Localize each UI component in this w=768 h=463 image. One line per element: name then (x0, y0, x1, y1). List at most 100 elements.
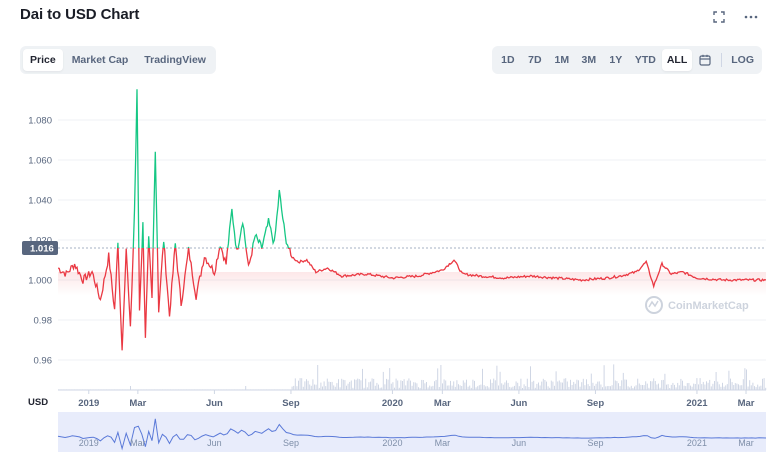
volume-bar (91, 389, 93, 390)
volume-bar (450, 380, 451, 390)
volume-bar (213, 389, 215, 390)
volume-bar (642, 385, 643, 390)
volume-bar (445, 380, 447, 390)
volume-bar (181, 389, 183, 390)
volume-bar (499, 371, 501, 390)
volume-bar (638, 383, 640, 390)
volume-bar (522, 388, 523, 390)
volume-bar (752, 382, 754, 390)
volume-bar (624, 379, 626, 390)
volume-bar (310, 385, 312, 390)
volume-bar (302, 386, 304, 390)
volume-bar (618, 383, 619, 390)
volume-bar (502, 384, 504, 390)
volume-bar (720, 386, 722, 390)
volume-bar (288, 389, 290, 390)
range-1m-button[interactable]: 1M (554, 54, 570, 66)
volume-bar (115, 389, 117, 390)
volume-bar (467, 386, 469, 390)
range-all-button[interactable]: ALL (661, 49, 693, 71)
log-scale-button[interactable]: LOG (731, 54, 754, 66)
volume-bar (723, 386, 725, 390)
volume-bar (238, 389, 240, 390)
volume-bar (245, 386, 247, 390)
tab-tradingview[interactable]: TradingView (144, 54, 206, 66)
volume-bar (760, 385, 762, 390)
volume-bar (349, 381, 351, 390)
volume-bar (546, 381, 547, 390)
volume-bar (294, 378, 296, 390)
volume-bar (346, 385, 347, 390)
tab-price[interactable]: Price (23, 49, 63, 71)
volume-bar (283, 389, 285, 390)
y-tick-label: 1.000 (28, 276, 52, 287)
range-navigator[interactable]: 2019 Mar Jun Sep 2020 Mar Jun Sep 2021 Mar (57, 412, 767, 452)
volume-bar (637, 378, 639, 390)
volume-bar (104, 389, 106, 390)
volume-bar (408, 378, 410, 390)
volume-bar (667, 384, 669, 390)
volume-bar (150, 389, 152, 390)
volume-bar (202, 389, 203, 390)
tab-market-cap[interactable]: Market Cap (71, 54, 129, 66)
volume-bar (339, 387, 341, 390)
volume-bar (59, 389, 61, 390)
volume-bar (714, 381, 715, 390)
volume-bar (261, 389, 263, 390)
volume-bar (544, 380, 546, 390)
volume-bar (389, 368, 391, 390)
volume-bar (528, 387, 530, 390)
volume-bar (459, 385, 461, 390)
volume-bar (635, 385, 637, 390)
volume-bar (290, 389, 291, 390)
volume-bar (448, 385, 450, 390)
volume-bar (662, 379, 664, 390)
volume-bar (603, 365, 605, 390)
current-price-tag: 1.016 (22, 241, 58, 255)
volume-bar (664, 373, 666, 390)
y-unit-label: USD (28, 397, 48, 408)
volume-bar (549, 387, 551, 390)
volume-bar (458, 384, 459, 390)
volume-bar (712, 383, 714, 390)
navigator-tick-label: Mar (130, 438, 146, 448)
volume-bar (437, 368, 439, 390)
current-price-value: 1.016 (30, 244, 54, 255)
volume-bar (336, 383, 338, 390)
calendar-icon[interactable] (693, 49, 717, 71)
volume-bar (683, 385, 685, 390)
volume-bar (749, 380, 751, 390)
volume-bar (578, 380, 579, 390)
volume-bar (435, 379, 437, 390)
volume-bar (378, 384, 379, 390)
fullscreen-icon[interactable] (712, 10, 726, 24)
navigator-window[interactable] (58, 412, 766, 452)
volume-bar (147, 389, 149, 390)
volume-bar (390, 383, 392, 390)
volume-bar (152, 389, 154, 390)
volume-bar (514, 385, 515, 390)
volume-bar (69, 389, 71, 390)
volume-bar (704, 384, 706, 390)
range-1y-button[interactable]: 1Y (609, 54, 623, 66)
volume-bar (274, 389, 275, 390)
volume-bar (541, 381, 543, 390)
range-3m-button[interactable]: 3M (581, 54, 597, 66)
volume-bar (216, 389, 218, 390)
range-7d-button[interactable]: 7D (528, 54, 542, 66)
volume-bar (674, 384, 675, 390)
volume-bar (232, 389, 234, 390)
more-options-icon[interactable] (744, 10, 758, 24)
volume-bar (717, 381, 719, 390)
range-ytd-button[interactable]: YTD (634, 54, 656, 66)
x-tick-label: Sep (587, 398, 605, 409)
volume-bar (123, 389, 125, 390)
volume-bar (142, 389, 144, 390)
volume-bar (262, 389, 264, 390)
volume-bar (443, 379, 445, 390)
volume-bar (410, 380, 411, 390)
volume-bar (118, 389, 120, 390)
range-1d-button[interactable]: 1D (501, 54, 515, 66)
volume-bar (694, 384, 696, 390)
